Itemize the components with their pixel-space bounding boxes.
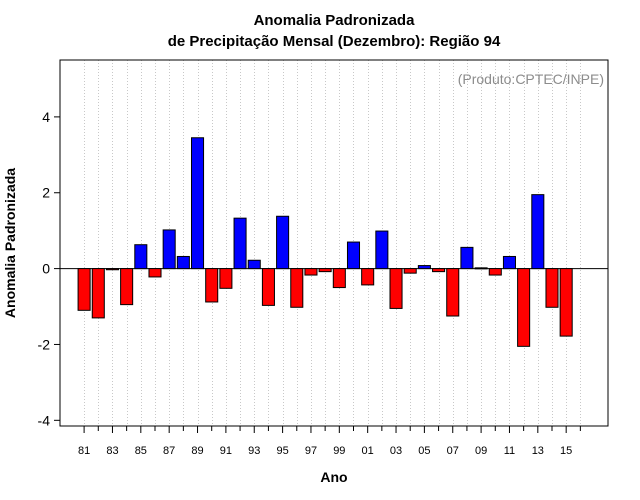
- bar-2009: [474, 267, 488, 270]
- x-tick-label: 15: [560, 445, 572, 457]
- x-tick-label: 11: [504, 445, 515, 457]
- bar-2014: [545, 268, 559, 308]
- x-tick-label: 99: [333, 445, 345, 457]
- bar-1997: [304, 268, 318, 276]
- plot-frame: [59, 59, 609, 427]
- bar-2005: [417, 265, 431, 270]
- bar-2002: [375, 230, 389, 270]
- bar-1992: [233, 217, 247, 270]
- y-tick-label: 0: [42, 261, 50, 277]
- bar-1985: [134, 244, 148, 270]
- x-tick-label: 83: [106, 445, 118, 457]
- x-tick-label: 89: [191, 445, 203, 457]
- bar-1995: [276, 215, 290, 270]
- y-tick-label: 4: [42, 109, 50, 125]
- bar-1984: [120, 268, 134, 306]
- vertical-grid: [84, 60, 581, 426]
- x-tick-label: 87: [163, 445, 175, 457]
- bars-group: [77, 137, 573, 347]
- bar-2003: [389, 268, 403, 309]
- y-tick-label: -4: [38, 412, 51, 428]
- x-tick-label: 09: [475, 445, 487, 457]
- bar-2012: [517, 268, 531, 347]
- x-tick-label: 85: [135, 445, 147, 457]
- y-tick-label: 2: [42, 185, 50, 201]
- x-tick-label: 07: [447, 445, 459, 457]
- product-credit: (Produto:CPTEC/INPE): [458, 71, 604, 87]
- x-tick-label: 95: [276, 445, 288, 457]
- bar-1990: [205, 268, 219, 303]
- bar-1994: [261, 268, 275, 306]
- x-tick-label: 05: [418, 445, 430, 457]
- x-tick-label: 01: [362, 445, 374, 457]
- bar-1998: [318, 268, 332, 273]
- bar-2007: [446, 268, 460, 317]
- x-axis-label: Ano: [320, 469, 347, 485]
- y-axis-label: Anomalia Padronizada: [2, 168, 18, 318]
- x-tick-label: 97: [305, 445, 317, 457]
- bar-2011: [502, 255, 516, 270]
- x-tick-label: 91: [220, 445, 232, 457]
- bar-1986: [148, 268, 162, 278]
- bar-2000: [346, 241, 361, 270]
- x-tick-label: 03: [390, 445, 402, 457]
- bar-1988: [176, 255, 190, 270]
- bar-2004: [403, 268, 417, 274]
- chart-title-line1: Anomalia Padronizada: [254, 12, 416, 29]
- bar-1989: [191, 137, 205, 270]
- bar-1996: [290, 268, 304, 308]
- y-tick-label: -2: [38, 336, 51, 352]
- x-axis: 81 83 85 87 89 91 93 95 97 99 01 03 05 07 09 11 13 15: [78, 426, 581, 457]
- bar-1999: [332, 268, 346, 289]
- bar-2008: [460, 246, 474, 270]
- y-axis: -4 -2 0 2 4: [38, 109, 60, 428]
- bar-2006: [432, 268, 446, 273]
- bar-2015: [559, 268, 573, 337]
- bar-1983: [105, 268, 119, 271]
- bar-2001: [361, 268, 375, 286]
- chart-title-line2: de Precipitação Mensal (Dezembro): Regiã…: [168, 33, 501, 50]
- bar-1993: [247, 259, 261, 270]
- x-tick-label: 81: [78, 445, 90, 457]
- bar-1991: [219, 268, 233, 289]
- bar-2013: [531, 194, 545, 270]
- bar-1982: [91, 268, 105, 319]
- x-tick-label: 93: [248, 445, 260, 457]
- x-tick-label: 13: [532, 445, 544, 457]
- bar-1987: [162, 229, 176, 270]
- bar-1981: [77, 268, 91, 311]
- bar-2010: [488, 268, 502, 276]
